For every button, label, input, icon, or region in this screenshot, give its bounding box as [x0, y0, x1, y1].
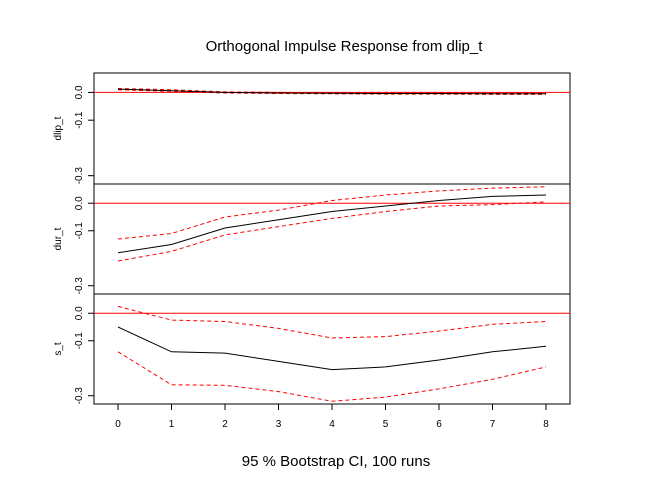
lower-ci-line-dlip_t [117, 89, 546, 95]
panel-frame [93, 72, 571, 185]
y-tick-label: -0.1 [74, 222, 85, 240]
y-tick-label: -0.3 [74, 167, 85, 185]
panel-dlip_t: 0.0 -0.1 -0.3 dlip_t [53, 72, 571, 185]
panel-label-dur_t: dur_t [53, 227, 64, 250]
response-line-s_t [117, 326, 547, 371]
chart-title: Orthogonal Impulse Response from dlip_t [206, 38, 484, 55]
x-axis: 0 1 2 3 4 5 6 7 8 [115, 404, 549, 430]
y-tick-label: 0.0 [74, 306, 85, 320]
x-tick-label: 5 [383, 419, 389, 430]
y-tick-label: 0.0 [74, 196, 85, 210]
y-tick-label: -0.3 [74, 387, 85, 405]
y-tick-label: 0.0 [74, 85, 85, 99]
lower-ci-line-s_t [117, 351, 547, 402]
response-line-dur_t [117, 194, 547, 254]
x-tick-label: 4 [329, 419, 335, 430]
response-line-dlip_t [117, 88, 546, 95]
upper-ci-line-dur_t [117, 186, 547, 240]
x-tick-label: 1 [169, 419, 175, 430]
x-tick-label: 6 [436, 419, 442, 430]
y-tick-label: -0.3 [74, 277, 85, 295]
panel-label-dlip_t: dlip_t [53, 116, 64, 140]
upper-ci-line-s_t [117, 305, 547, 339]
x-tick-label: 8 [543, 419, 549, 430]
panels-group: 0.0 -0.1 -0.3 dlip_t 0.0 -0.1 -0.3 dur_t 0.0 -0.1… [53, 72, 571, 405]
x-tick-label: 7 [490, 419, 496, 430]
panel-s_t: 0.0 -0.1 -0.3 s_t [53, 293, 571, 405]
x-tick-label: 0 [115, 419, 121, 430]
y-tick-label: -0.1 [74, 111, 85, 129]
lower-ci-line-dur_t [117, 201, 547, 262]
y-tick-label: -0.1 [74, 332, 85, 350]
x-tick-label: 2 [222, 419, 228, 430]
x-axis-label: 95 % Bootstrap CI, 100 runs [242, 453, 430, 470]
panel-label-s_t: s_t [53, 342, 64, 356]
upper-ci-line-dlip_t [117, 88, 546, 94]
panel-dur_t: 0.0 -0.1 -0.3 dur_t [53, 183, 571, 295]
x-tick-label: 3 [276, 419, 282, 430]
